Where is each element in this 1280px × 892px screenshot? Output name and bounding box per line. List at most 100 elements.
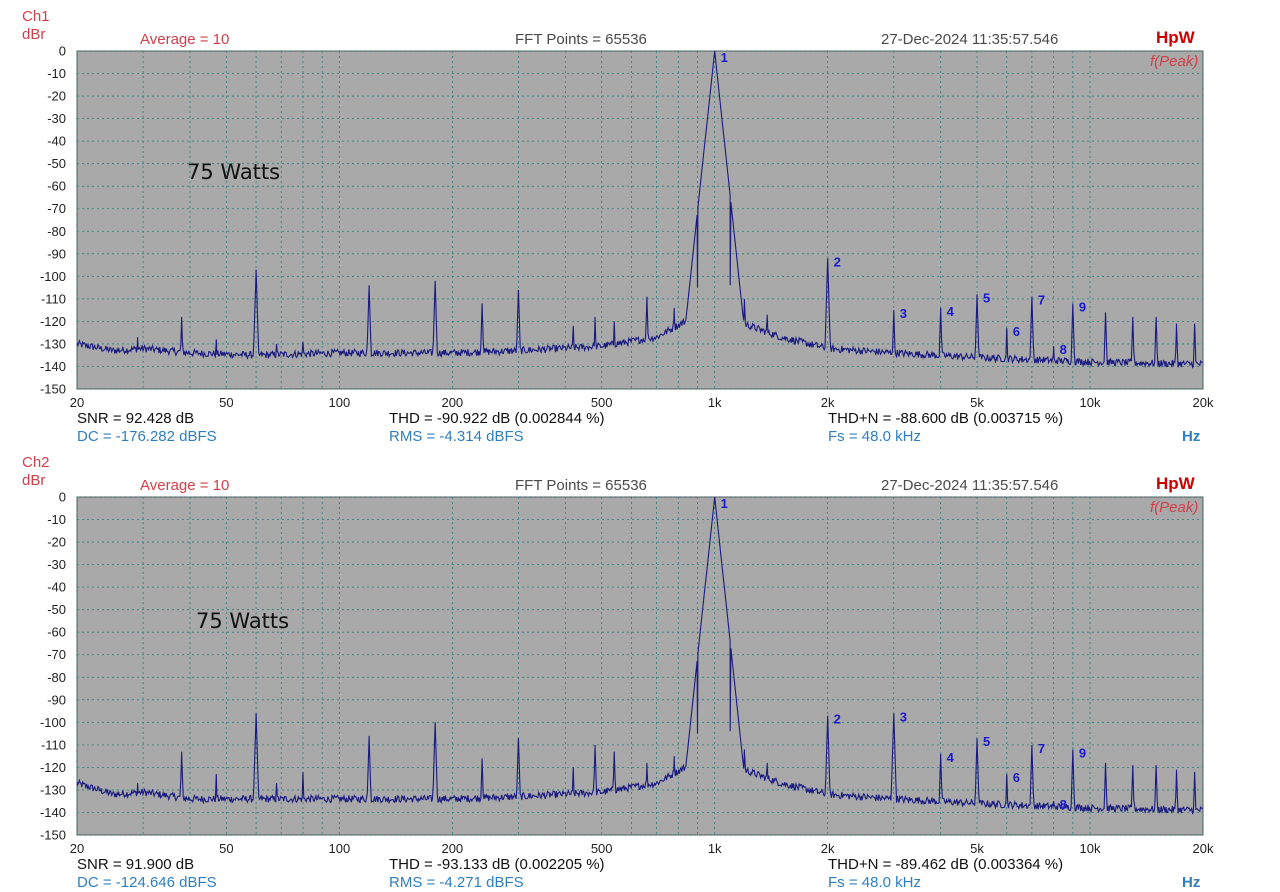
x-tick-label: 100	[328, 841, 350, 856]
y-tick-label: -30	[47, 111, 66, 126]
ch2-fft-plot: 0 -10 -20 -30 -40 -50 -60 -70 -80 -90 -100 -110 -120…	[40, 490, 1214, 857]
harmonic-marker: 1	[721, 496, 728, 511]
x-tick-label: 50	[219, 395, 233, 410]
x-tick-label: 20k	[1193, 841, 1214, 856]
harmonic-marker: 5	[983, 290, 990, 305]
channel-label: Ch2	[22, 454, 50, 471]
y-tick-label: -50	[47, 602, 66, 617]
x-tick-label: 5k	[970, 841, 984, 856]
y-tick-label: -50	[47, 156, 66, 171]
channel-1-panel: 0 -10 -20 -30 -40 -50 -60 -70 -80 -90 -100 -110 -120…	[22, 8, 1214, 445]
harmonic-marker: 7	[1038, 741, 1045, 756]
x-tick-label: 20	[70, 395, 84, 410]
y-tick-label: -110	[41, 737, 66, 752]
harmonic-marker: 9	[1079, 299, 1086, 314]
thd-readout: THD = -90.922 dB (0.002844 %)	[389, 410, 605, 427]
fs-readout: Fs = 48.0 kHz	[828, 428, 921, 445]
y-tick-label: -20	[47, 89, 66, 104]
harmonic-marker: 7	[1038, 293, 1045, 308]
y-tick-label: -100	[40, 269, 66, 284]
peak-mode-label: f(Peak)	[1150, 499, 1199, 516]
harmonic-marker: 1	[721, 50, 728, 65]
y-tick-label: -70	[47, 647, 66, 662]
power-annotation: 75 Watts	[187, 160, 281, 184]
thdn-readout: THD+N = -89.462 dB (0.003364 %)	[828, 856, 1064, 873]
rms-readout: RMS = -4.271 dBFS	[389, 874, 524, 891]
x-tick-label: 2k	[821, 841, 835, 856]
y-tick-label: -120	[40, 760, 66, 775]
x-tick-label: 50	[219, 841, 233, 856]
x-tick-label: 200	[441, 841, 463, 856]
peak-mode-label: f(Peak)	[1150, 53, 1199, 70]
y-tick-label: -40	[47, 580, 66, 595]
y-tick-label: 0	[59, 44, 66, 59]
y-tick-label: -120	[40, 314, 66, 329]
channel-label: Ch1	[22, 8, 50, 25]
spectrum-trace	[76, 496, 1204, 815]
y-tick-label: -150	[40, 828, 66, 843]
y-tick-label: -60	[47, 179, 66, 194]
y-tick-label: -10	[47, 512, 66, 527]
y-tick-label: -30	[47, 557, 66, 572]
y-tick-label: -140	[40, 805, 66, 820]
y-tick-label: -140	[40, 359, 66, 374]
average-label: Average = 10	[140, 31, 230, 48]
y-tick-label: -70	[47, 201, 66, 216]
x-tick-label: 10k	[1080, 841, 1101, 856]
snr-readout: SNR = 91.900 dB	[77, 856, 195, 873]
x-tick-label: 200	[441, 395, 463, 410]
plot-area	[76, 50, 1204, 390]
x-tick-label: 1k	[708, 395, 722, 410]
x-tick-label: 10k	[1080, 395, 1101, 410]
x-tick-label: 100	[328, 395, 350, 410]
harmonic-marker: 4	[947, 304, 955, 319]
x-tick-label: 5k	[970, 395, 984, 410]
fft-points-label: FFT Points = 65536	[515, 31, 647, 48]
y-tick-label: -90	[47, 246, 66, 261]
y-unit-label: dBr	[22, 472, 46, 489]
x-unit-label: Hz	[1182, 428, 1201, 445]
y-tick-label: -40	[47, 134, 66, 149]
rms-readout: RMS = -4.314 dBFS	[389, 428, 524, 445]
thdn-readout: THD+N = -88.600 dB (0.003715 %)	[828, 410, 1064, 427]
fft-points-label: FFT Points = 65536	[515, 477, 647, 494]
fs-readout: Fs = 48.0 kHz	[828, 874, 921, 891]
brand-label: HpW	[1156, 474, 1195, 493]
x-tick-label: 20	[70, 841, 84, 856]
harmonic-marker: 9	[1079, 745, 1086, 760]
harmonic-marker: 4	[947, 750, 955, 765]
y-tick-label: -20	[47, 535, 66, 550]
timestamp: 27-Dec-2024 11:35:57.546	[881, 477, 1059, 494]
x-tick-label: 500	[591, 395, 613, 410]
harmonic-marker: 3	[900, 709, 907, 724]
dc-readout: DC = -176.282 dBFS	[77, 428, 217, 445]
y-tick-label: -80	[47, 224, 66, 239]
y-tick-label: -110	[41, 291, 66, 306]
channel-2-panel: 0 -10 -20 -30 -40 -50 -60 -70 -80 -90 -100 -110 -120…	[0, 446, 1280, 892]
average-label: Average = 10	[140, 477, 230, 494]
x-tick-label: 1k	[708, 841, 722, 856]
x-tick-label: 2k	[821, 395, 835, 410]
y-tick-label: -130	[40, 336, 66, 351]
x-unit-label: Hz	[1182, 874, 1201, 891]
brand-label: HpW	[1156, 28, 1195, 47]
dc-readout: DC = -124.646 dBFS	[77, 874, 217, 891]
spectrum-trace	[76, 50, 1204, 369]
y-tick-label: -80	[47, 670, 66, 685]
y-tick-label: -10	[47, 66, 66, 81]
harmonic-marker: 8	[1060, 342, 1067, 357]
x-tick-label: 500	[591, 841, 613, 856]
y-unit-label: dBr	[22, 26, 46, 43]
x-tick-label: 20k	[1193, 395, 1214, 410]
harmonic-marker: 8	[1060, 797, 1067, 812]
harmonic-marker: 5	[983, 734, 990, 749]
y-tick-label: -100	[40, 715, 66, 730]
harmonic-marker: 6	[1013, 324, 1020, 339]
ch1-fft-plot: 0 -10 -20 -30 -40 -50 -60 -70 -80 -90 -100 -110 -120…	[40, 44, 1214, 411]
harmonic-marker: 3	[900, 306, 907, 321]
y-tick-label: -60	[47, 625, 66, 640]
plot-area	[76, 496, 1204, 836]
y-tick-label: -130	[40, 782, 66, 797]
y-tick-label: -150	[40, 382, 66, 397]
y-tick-label: 0	[59, 490, 66, 505]
